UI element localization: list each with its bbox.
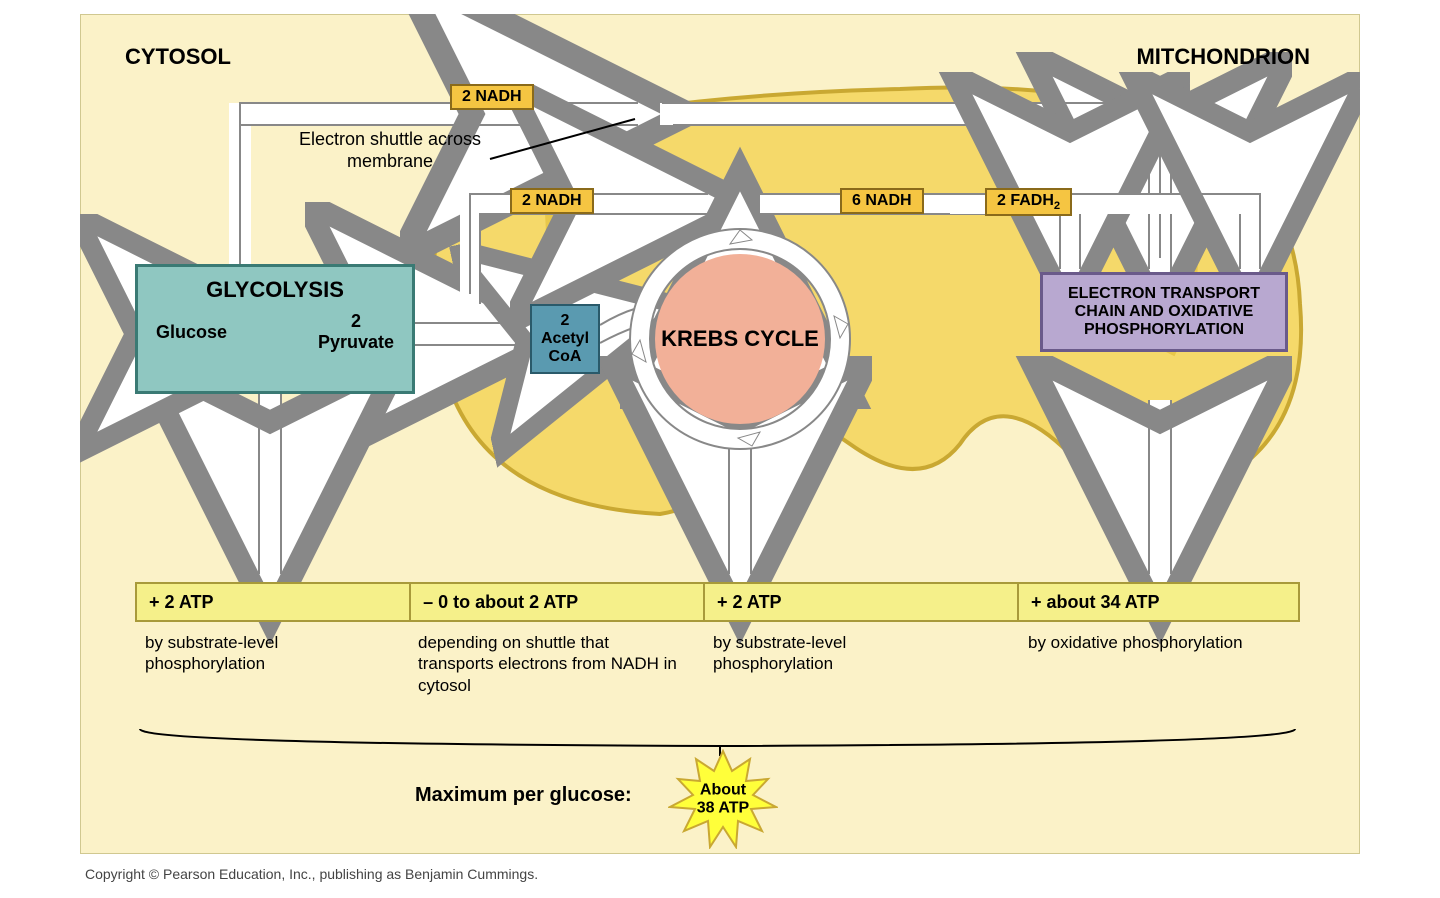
- cytosol-label: CYTOSOL: [125, 44, 231, 70]
- glycolysis-input: Glucose: [156, 322, 227, 343]
- atp-cell-2: – 0 to about 2 ATP: [411, 584, 705, 620]
- fadh-tag: 2 FADH2: [985, 188, 1072, 216]
- acetyl-box: 2 Acetyl CoA: [530, 304, 600, 374]
- glycolysis-box: GLYCOLYSIS Glucose 2 Pyruvate: [135, 264, 415, 394]
- krebs-circle: KREBS CYCLE: [655, 254, 825, 424]
- glycolysis-output-num: 2: [318, 311, 394, 332]
- atp-cell-3: + 2 ATP: [705, 584, 1019, 620]
- mitochondrion-label: MITCHONDRION: [1136, 44, 1310, 70]
- nadh-mid2-tag: 6 NADH: [840, 188, 924, 214]
- sublabel-2: depending on shuttle that transports ele…: [418, 632, 688, 696]
- diagram-canvas: CYTOSOL MITCHONDRION 2 NADH 2 NADH 6 NAD…: [80, 14, 1360, 884]
- nadh-mid1-tag: 2 NADH: [510, 188, 594, 214]
- copyright-text: Copyright © Pearson Education, Inc., pub…: [85, 866, 538, 882]
- atp-cell-4: + about 34 ATP: [1019, 584, 1298, 620]
- shuttle-label: Electron shuttle across membrane: [290, 129, 490, 172]
- etc-box: ELECTRON TRANSPORT CHAIN AND OXIDATIVE P…: [1040, 272, 1288, 352]
- atp-cell-1: + 2 ATP: [137, 584, 411, 620]
- sublabel-4: by oxidative phosphorylation: [1028, 632, 1258, 653]
- max-label: Maximum per glucose:: [415, 784, 632, 807]
- glycolysis-output: Pyruvate: [318, 332, 394, 353]
- sublabel-1: by substrate-level phosphorylation: [145, 632, 375, 675]
- star-text: About 38 ATP: [696, 781, 751, 816]
- glycolysis-title: GLYCOLYSIS: [148, 277, 402, 303]
- nadh-top-tag: 2 NADH: [450, 84, 534, 110]
- atp-starburst: About 38 ATP: [668, 749, 778, 849]
- sublabel-3: by substrate-level phosphorylation: [713, 632, 943, 675]
- atp-yield-bar: + 2 ATP – 0 to about 2 ATP + 2 ATP + abo…: [135, 582, 1300, 622]
